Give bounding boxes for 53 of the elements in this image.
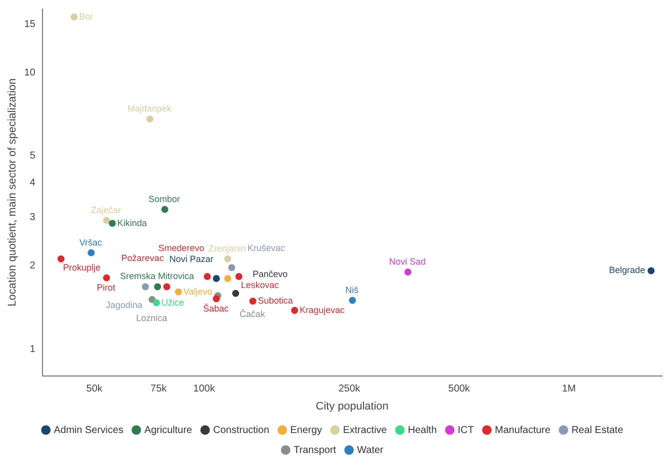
annotation: Loznica xyxy=(136,313,168,324)
y-tick-label: 3 xyxy=(30,212,36,223)
legend-label: ICT xyxy=(458,424,474,436)
annotation: Valjevo xyxy=(183,286,212,296)
annotation: Pirot xyxy=(96,282,116,292)
x-tick-label: 50k xyxy=(86,384,104,395)
x-tick-label: 75k xyxy=(150,384,168,395)
annotation: Kruševac xyxy=(247,243,286,254)
legend-label: Transport xyxy=(294,444,336,456)
y-tick-label: 2 xyxy=(30,260,36,272)
annotation: Sremska Mitrovica xyxy=(120,271,194,282)
y-tick-label: 5 xyxy=(30,150,36,162)
x-tick-label: 500k xyxy=(448,384,471,395)
y-tick-label: 10 xyxy=(24,67,36,78)
annotation: Zaječar xyxy=(91,204,122,215)
annotation: Subotica xyxy=(258,296,293,306)
x-tick-label: 1M xyxy=(562,384,576,395)
legend-label: Health xyxy=(408,424,437,436)
annotation: Užice xyxy=(161,297,184,308)
x-tick-label: 250k xyxy=(338,384,362,395)
annotation: Kragujevac xyxy=(300,304,346,315)
y-tick-label: 4 xyxy=(30,177,36,188)
legend-label: Water xyxy=(357,444,384,456)
legend-label: Admin Services xyxy=(54,424,124,436)
annotation: Leskovac xyxy=(240,280,280,290)
legend-label: Real Estate xyxy=(571,424,624,436)
annotation: Belgrade xyxy=(609,265,646,276)
annotation: Kikinda xyxy=(117,218,147,228)
legend-label: Energy xyxy=(290,424,322,436)
annotation: Majdanpek xyxy=(127,103,172,114)
annotation: Smederevo xyxy=(158,242,204,253)
annotation: Čačak xyxy=(240,309,266,320)
legend-label: Extractive xyxy=(342,424,388,436)
y-tick-label: 15 xyxy=(24,18,36,30)
legend-label: Construction xyxy=(213,424,270,436)
annotation: Požarevac xyxy=(121,253,164,264)
y-tick-label: 1 xyxy=(30,344,36,355)
annotation: Prokuplje xyxy=(62,262,101,272)
annotation: Bor xyxy=(79,12,94,22)
annotation: Niš xyxy=(345,284,359,295)
y-axis-title: Location quotient, main sector of specialization xyxy=(6,78,19,306)
annotation: Jagodina xyxy=(106,300,142,310)
annotation: Vršac xyxy=(79,237,102,248)
annotation: Pančevo xyxy=(252,268,288,279)
legend-label: Agriculture xyxy=(144,424,193,436)
annotation: Zrenjanin xyxy=(208,243,246,254)
legend-label: Manufacture xyxy=(494,424,551,436)
annotation: Šabac xyxy=(203,303,230,314)
x-tick-label: 100k xyxy=(193,384,216,395)
annotation: Novi Sad xyxy=(389,256,426,266)
annotation: Novi Pazar xyxy=(169,254,214,264)
annotation: Sombor xyxy=(148,194,180,204)
x-axis-title: City population xyxy=(316,400,389,412)
